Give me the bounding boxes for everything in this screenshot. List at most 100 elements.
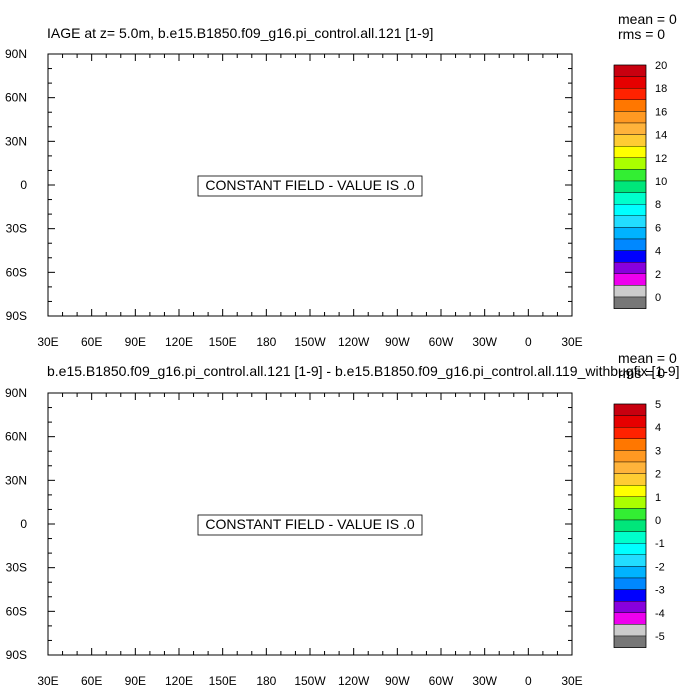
colorbar-frame: [613, 403, 647, 648]
colorbar-swatch: [613, 577, 647, 590]
x-tick-label: 90E: [125, 674, 146, 688]
y-tick-label: 30N: [5, 134, 27, 148]
colorbar-swatch: [613, 111, 647, 124]
colorbar-label: -4: [655, 608, 665, 620]
colorbar-label: 10: [655, 176, 667, 188]
panel-title: IAGE at z= 5.0m, b.e15.B1850.f09_g16.pi_…: [47, 25, 434, 41]
colorbar-swatch: [613, 450, 647, 463]
x-tick-label: 120E: [165, 335, 193, 349]
x-tick-label: 90W: [385, 674, 410, 688]
colorbar-swatch: [613, 519, 647, 532]
mean-label: mean = 0: [618, 350, 677, 366]
colorbar-label: 20: [655, 60, 667, 72]
y-tick-label: 30S: [6, 561, 27, 575]
colorbar-swatch: [613, 64, 647, 77]
colorbar-label: 0: [655, 515, 661, 527]
colorbar-label: 1: [655, 492, 661, 504]
colorbar-swatch: [613, 122, 647, 135]
x-tick-label: 180: [256, 335, 276, 349]
x-tick-label: 60W: [429, 335, 454, 349]
x-tick-label: 150E: [209, 674, 237, 688]
colorbar-swatch: [613, 238, 647, 251]
colorbar-label: 8: [655, 199, 661, 211]
colorbar-swatch: [613, 438, 647, 451]
colorbar-swatch: [613, 635, 647, 648]
y-tick-label: 30S: [6, 222, 27, 236]
colorbar-label: 5: [655, 399, 661, 411]
colorbar-label: 0: [655, 292, 661, 304]
colorbar-label: -2: [655, 561, 665, 573]
colorbar-label: 18: [655, 83, 667, 95]
panel-title: b.e15.B1850.f09_g16.pi_control.all.121 […: [47, 363, 680, 379]
y-axis-labels: 90N 60N 30N 0 30S 60S 90S: [5, 47, 27, 323]
colorbar-label: 16: [655, 106, 667, 118]
colorbar-label: 3: [655, 445, 661, 457]
colorbar-swatch: [613, 169, 647, 182]
map-frame: [47, 53, 573, 317]
colorbar-swatch: [613, 157, 647, 170]
colorbar-frame: [613, 64, 647, 309]
colorbar-swatch: [613, 589, 647, 602]
colorbar-swatch: [613, 99, 647, 112]
colorbar-label: 2: [655, 269, 661, 281]
x-tick-label: 0: [525, 335, 532, 349]
colorbar-swatch: [613, 508, 647, 521]
x-axis-labels: 30E 60E 90E 120E 150E 180 150W 120W 90W 60W 30W 0 30…: [37, 674, 582, 688]
colorbar-label: -1: [655, 538, 665, 550]
colorbar-label: 14: [655, 130, 667, 142]
x-tick-label: 150W: [294, 335, 326, 349]
colorbar-swatch: [613, 250, 647, 263]
x-tick-label: 120E: [165, 674, 193, 688]
colorbar-swatch: [613, 145, 647, 158]
colorbar-label: 2: [655, 469, 661, 481]
colorbar: 5 4 3 2 1 0 -1 -2 -3 -4 -5: [613, 399, 665, 648]
x-tick-label: 150E: [209, 335, 237, 349]
colorbar-swatch: [613, 484, 647, 497]
x-tick-label: 150W: [294, 674, 326, 688]
colorbar-swatch: [613, 612, 647, 625]
colorbar-label: -3: [655, 585, 665, 597]
colorbar-swatch: [613, 601, 647, 614]
x-tick-label: 60E: [81, 335, 102, 349]
x-tick-label: 180: [256, 674, 276, 688]
y-tick-label: 60N: [5, 91, 27, 105]
colorbar-swatch: [613, 215, 647, 228]
x-tick-label: 30E: [37, 335, 58, 349]
y-tick-label: 90S: [6, 648, 27, 662]
colorbar-swatch: [613, 496, 647, 509]
mean-label: mean = 0: [618, 11, 677, 27]
colorbar-swatch: [613, 87, 647, 100]
colorbar-label: 6: [655, 222, 661, 234]
x-tick-label: 60W: [429, 674, 454, 688]
x-tick-label: 30E: [561, 335, 582, 349]
constant-field-message: CONSTANT FIELD - VALUE IS .0: [205, 516, 414, 532]
colorbar-swatch: [613, 203, 647, 216]
x-tick-label: 60E: [81, 674, 102, 688]
constant-field-message: CONSTANT FIELD - VALUE IS .0: [205, 177, 414, 193]
colorbar-swatch: [613, 426, 647, 439]
y-tick-label: 30N: [5, 473, 27, 487]
rms-label: rms = 0: [618, 365, 666, 381]
colorbar-swatch: [613, 180, 647, 193]
x-axis-labels: 30E 60E 90E 120E 150E 180 150W 120W 90W 60W 30W 0 30…: [37, 335, 582, 349]
x-tick-label: 30E: [37, 674, 58, 688]
x-tick-label: 30W: [472, 335, 497, 349]
constant-field-box: CONSTANT FIELD - VALUE IS .0: [197, 175, 423, 197]
colorbar-swatch: [613, 192, 647, 205]
constant-field-box: CONSTANT FIELD - VALUE IS .0: [197, 514, 423, 536]
y-tick-label: 90N: [5, 386, 27, 400]
y-tick-label: 60S: [6, 604, 27, 618]
colorbar-swatch: [613, 624, 647, 637]
colorbar-swatch: [613, 134, 647, 147]
x-tick-label: 30W: [472, 674, 497, 688]
colorbar-label: 4: [655, 422, 661, 434]
x-tick-label: 90W: [385, 335, 410, 349]
colorbar-swatch: [613, 296, 647, 309]
stats-block: mean = 0 rms = 0: [618, 351, 677, 381]
x-tick-label: 120W: [338, 674, 370, 688]
colorbar-swatch: [613, 273, 647, 286]
bottom-panel: b.e15.B1850.f09_g16.pi_control.all.121 […: [0, 340, 700, 690]
colorbar-swatch: [613, 531, 647, 544]
